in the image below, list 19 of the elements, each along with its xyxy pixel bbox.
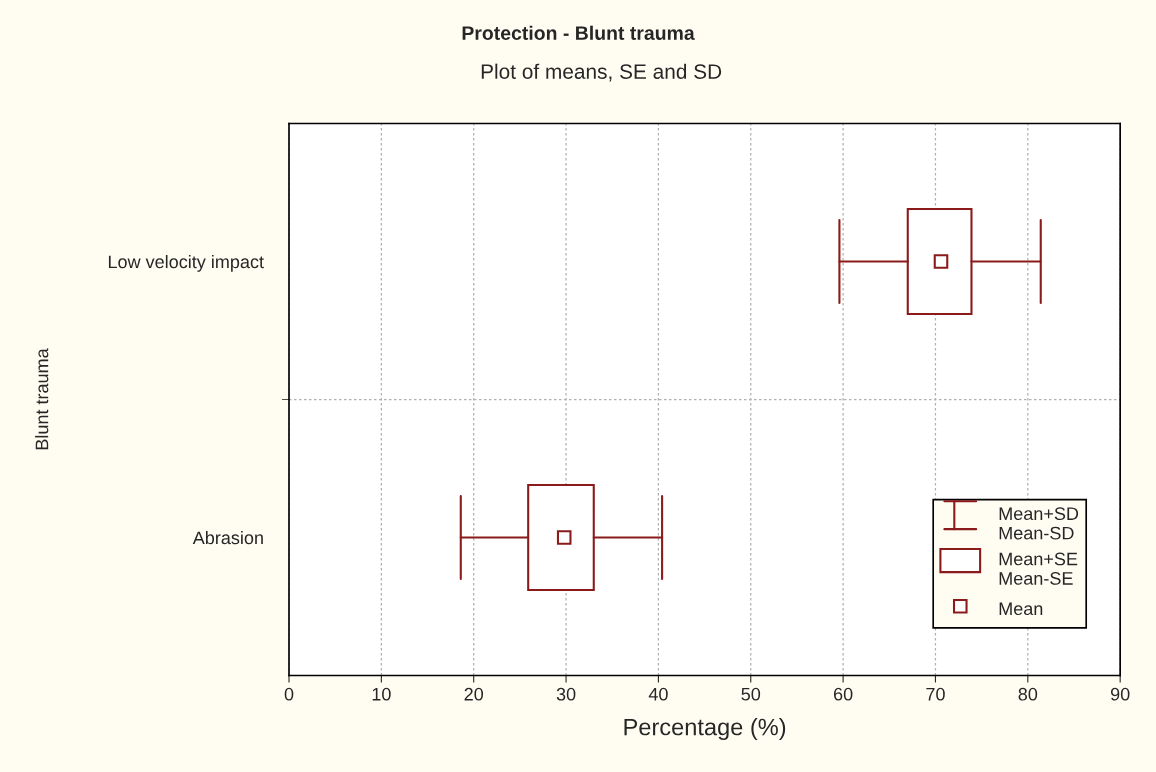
chart-subtitle: Plot of means, SE and SD — [481, 63, 722, 82]
chart-title: Protection - Blunt trauma — [462, 25, 695, 40]
x-tick-label: 10 — [372, 687, 391, 701]
annotation: Mean+SE Mean-SE — [999, 552, 1078, 585]
x-tick-label: 80 — [1018, 687, 1038, 701]
annotation: Mean+SD Mean-SD — [999, 507, 1079, 540]
x-tick-label: 60 — [833, 687, 853, 701]
x-tick-label: 40 — [648, 687, 668, 701]
x-tick-label: 0 — [284, 687, 294, 701]
y-axis-title: Blunt trauma — [35, 348, 49, 450]
x-tick-label: 90 — [1110, 687, 1130, 701]
x-tick-label: 50 — [741, 687, 761, 701]
x-tick-label: 30 — [556, 687, 576, 701]
x-tick-label: 70 — [926, 687, 945, 701]
annotation: Mean — [999, 602, 1043, 616]
x-tick-label: 20 — [464, 687, 484, 701]
y-tick-label: Abrasion — [192, 530, 263, 545]
x-axis-title: Percentage (%) — [624, 718, 786, 741]
y-tick-label: Low velocity impact — [108, 254, 264, 272]
